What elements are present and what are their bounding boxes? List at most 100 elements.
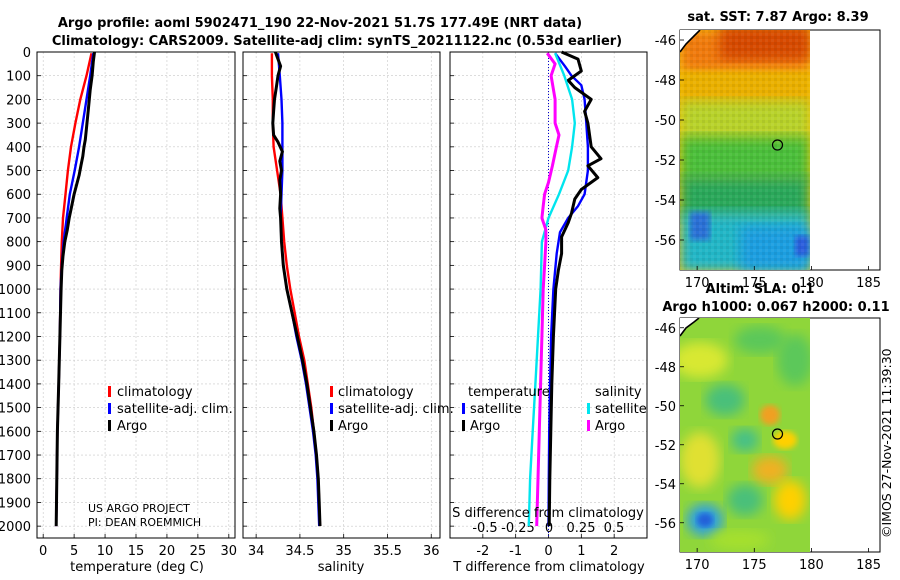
y-tick-label: 1500	[0, 402, 31, 417]
y-tick-label: 0	[23, 46, 31, 61]
difference-legend: temperature salinity satellite Argo sate…	[462, 385, 647, 434]
depth-axis: 0 100 200 300 400 500 600 700 800 900 1000 1100 1200…	[0, 46, 31, 535]
series-line-argo	[271, 51, 322, 527]
map-x-tick-label: 170	[685, 276, 710, 291]
series-line-t-satellite	[547, 52, 590, 527]
map-x-tick-label: 185	[856, 558, 881, 573]
s-difference-tick-label: 0.5	[604, 521, 625, 536]
plot-area	[243, 52, 440, 538]
map-y-tick-label: -52	[655, 154, 676, 169]
y-tick-label: 600	[6, 188, 31, 203]
legend-swatch-s-argo	[587, 420, 590, 431]
map-y-tick-label: -56	[655, 234, 676, 249]
map-x-tick-label: 175	[742, 276, 767, 291]
legend-label-argo: Argo	[338, 419, 368, 434]
x-tick-label: 15	[128, 544, 145, 559]
legend-label-t-argo: Argo	[470, 419, 500, 434]
pi-credit: PI: DEAN ROEMMICH	[88, 516, 201, 529]
plot-frame	[242, 51, 441, 539]
s-difference-tick-label: 0	[545, 521, 553, 536]
x-tick-label: 1	[577, 544, 585, 559]
x-tick-label: 20	[159, 544, 176, 559]
map-x-tick-label: 170	[685, 558, 710, 573]
x-tick-label: 25	[190, 544, 207, 559]
map-y-tick-label: -54	[655, 194, 676, 209]
y-tick-label: 200	[6, 93, 31, 108]
x-tick-label: 36	[423, 544, 440, 559]
legend-label-climatology: climatology	[117, 385, 193, 400]
map-y-tick-label: -54	[655, 478, 676, 493]
s-difference-tick-label: 0.25	[567, 521, 596, 536]
map-x-tick-label: 175	[742, 558, 767, 573]
y-tick-label: 800	[6, 236, 31, 251]
sst-map-title: sat. SST: 7.87 Argo: 8.39	[687, 10, 868, 25]
legend-swatch-argo	[108, 420, 111, 431]
legend-label-t-satellite: satellite	[470, 402, 522, 417]
legend-swatch-satellite	[108, 403, 111, 414]
plot-frame	[36, 51, 236, 539]
map-y-tick-label: -48	[655, 74, 676, 89]
map-y-tick-label: -50	[655, 114, 676, 129]
legend-swatch-t-satellite	[462, 403, 465, 414]
project-credit: US ARGO PROJECT	[88, 502, 190, 515]
difference-panel: -2 -1 0 1 2 -0.5 -0.25 0 0.25 0.5	[449, 50, 648, 559]
sla-map-title-line1: Altim. SLA: 0.1	[706, 282, 815, 297]
y-tick-label: 1200	[0, 330, 31, 345]
map-x-tick-label: 180	[799, 276, 824, 291]
map-y-tick-label: -48	[655, 361, 676, 376]
y-tick-label: 1000	[0, 283, 31, 298]
s-difference-tick-label: -0.25	[501, 521, 535, 536]
legend-swatch-climatology	[108, 386, 111, 397]
legend-swatch-satellite	[330, 403, 333, 414]
map-y-tick-label: -52	[655, 439, 676, 454]
temperature-legend: climatology satellite-adj. clim. Argo	[108, 385, 233, 434]
x-tick-label: -2	[476, 544, 489, 559]
figure-title-line2: Climatology: CARS2009. Satellite-adj cli…	[52, 34, 622, 49]
x-tick-label: 34	[248, 544, 265, 559]
t-difference-axis-label: T difference from climatology	[452, 560, 645, 575]
legend-swatch-climatology	[330, 386, 333, 397]
x-tick-label: 35	[335, 544, 352, 559]
y-tick-label: 500	[6, 165, 31, 180]
argo-float-marker	[771, 428, 784, 440]
y-tick-label: 1700	[0, 449, 31, 464]
y-tick-label: 1600	[0, 425, 31, 440]
y-tick-label: 100	[6, 70, 31, 85]
map-x-tick-label: 180	[799, 558, 824, 573]
figure-title-line1: Argo profile: aoml 5902471_190 22-Nov-20…	[58, 16, 582, 31]
legend-label-s-satellite: satellite	[595, 402, 647, 417]
legend-swatch-t-argo	[462, 420, 465, 431]
y-tick-label: 1800	[0, 473, 31, 488]
y-tick-label: 900	[6, 259, 31, 274]
s-difference-axis-label: S difference from climatology	[452, 506, 644, 521]
argo-float-marker	[771, 139, 784, 151]
x-tick-label: 10	[97, 544, 114, 559]
temperature-panel: 0 5 10 15 20 25 30	[36, 51, 237, 559]
map-y-tick-label: -46	[655, 34, 676, 49]
map-x-tick-label: 185	[856, 276, 881, 291]
series-line-argo	[54, 51, 96, 527]
legend-label-s-argo: Argo	[595, 419, 625, 434]
salinity-legend: climatology satellite-adj. clim. Argo	[330, 385, 454, 434]
series-line-t-argo	[547, 50, 603, 527]
map-y-tick-label: -46	[655, 322, 676, 337]
sst-map: 170 175 180 185 -46 -48 -50 -52 -54 -56	[655, 29, 881, 291]
series-line-s-satellite	[527, 52, 576, 527]
series-line-s-argo	[535, 52, 561, 527]
y-tick-label: 400	[6, 141, 31, 156]
map-y-tick-label: -56	[655, 517, 676, 532]
y-tick-label: 300	[6, 117, 31, 132]
legend-label-satellite: satellite-adj. clim.	[117, 402, 233, 417]
y-tick-label: 1900	[0, 496, 31, 511]
y-tick-label: 2000	[0, 520, 31, 535]
legend-label-argo: Argo	[117, 419, 147, 434]
x-tick-label: 34.5	[285, 544, 314, 559]
y-tick-label: 1400	[0, 378, 31, 393]
x-tick-label: 5	[70, 544, 78, 559]
sla-map: 170 175 180 185 -46 -48 -50 -52 -54 -56	[655, 317, 881, 573]
salinity-axis-label: salinity	[318, 560, 365, 575]
y-tick-label: 700	[6, 212, 31, 227]
legend-label-satellite: satellite-adj. clim.	[338, 402, 454, 417]
sla-map-title-line2: Argo h1000: 0.067 h2000: 0.11	[662, 300, 889, 315]
